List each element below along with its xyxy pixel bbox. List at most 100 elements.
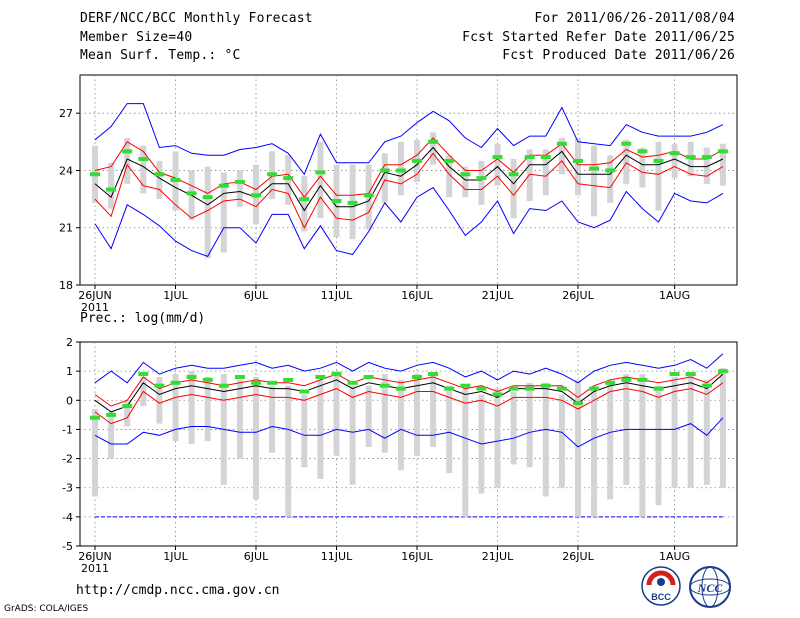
temp-observed-marker [621, 141, 632, 146]
prec-spread-box [575, 379, 581, 517]
temp-xtick-label: 6JUL [244, 289, 269, 302]
temp-observed-marker [299, 197, 310, 202]
temp-observed-marker [395, 168, 406, 173]
temp-min-line [94, 186, 724, 258]
temp-spread-box [301, 176, 308, 232]
temp-year-label: 2011 [81, 301, 109, 314]
prec-spread-box [639, 374, 646, 517]
temp-xtick-label: 26JUN [78, 289, 112, 302]
temp-spread-box [140, 145, 147, 194]
prec-observed-marker [685, 372, 696, 377]
prec-observed-marker [251, 380, 261, 385]
prec-year-label: 2011 [81, 562, 109, 575]
temp-observed-marker [717, 149, 728, 154]
temp-observed-marker [428, 139, 439, 144]
prec-observed-marker [299, 389, 310, 394]
prec-upper-line [94, 370, 724, 407]
prec-observed-marker [347, 380, 358, 385]
temp-panel: 18 21 24 27 26JUN 1JUL 6JUL 11JUL 16JUL 21JUL 26JU… [59, 74, 738, 314]
temp-observed-marker [202, 195, 213, 200]
temp-observed-marker [508, 172, 519, 177]
prec-xtick-label: 1AUG [659, 550, 690, 563]
prec-mean-line [94, 373, 724, 413]
prec-spread-box [124, 400, 131, 427]
prec-spread-box [414, 374, 420, 456]
prec-spread-box [655, 385, 662, 506]
prec-observed-marker [573, 401, 583, 406]
prec-spread-box [108, 411, 115, 459]
ncc-logo-latitude [689, 578, 731, 596]
prec-observed-marker [202, 377, 213, 382]
temp-observed-marker [605, 168, 616, 173]
ncc-logo-text: NCC [697, 581, 724, 595]
temp-xtick-label: 26JUL [562, 289, 594, 302]
temp-observed-marker [412, 158, 422, 163]
temp-observed-marker [170, 178, 181, 182]
chart-title: DERF/NCC/BCC Monthly Forecast [80, 11, 313, 26]
temp-observed-marker [122, 149, 133, 154]
prec-observed-marker [653, 386, 664, 391]
temp-observed-marker [234, 179, 245, 184]
prec-observed-marker [492, 392, 503, 397]
prec-spread-box [687, 374, 694, 488]
grads-credit: GrADS: COLA/IGES [4, 604, 89, 614]
prec-observed-marker [122, 404, 133, 409]
temp-spread-box [623, 139, 630, 184]
temp-max-line [94, 103, 724, 176]
prec-observed-marker [395, 386, 406, 391]
prec-spread-box [317, 379, 324, 479]
prec-spread-box [381, 374, 388, 453]
prec-spread-box [558, 394, 565, 488]
temp-observed-marker [492, 155, 503, 160]
prec-observed-marker [170, 380, 181, 385]
prec-frame [79, 341, 738, 547]
temp-mean-line [94, 146, 724, 212]
bcc-logo: BCC [641, 566, 681, 606]
temp-observed-marker [106, 187, 117, 192]
temp-spread-box [510, 159, 517, 219]
temp-observed-marker [90, 172, 100, 177]
prec-observed-marker [508, 386, 519, 391]
prec-observed-marker [540, 383, 551, 388]
prec-spread-box [719, 368, 726, 488]
temp-spread-box [317, 141, 324, 219]
prec-spread-box [510, 391, 517, 465]
prec-xtick-label: 26JUL [562, 550, 594, 563]
temp-observed-marker [556, 141, 567, 146]
temp-observed-marker [138, 157, 149, 161]
temp-spread-box [607, 155, 614, 203]
prec-observed-marker [556, 386, 567, 391]
prec-observed-marker [186, 374, 197, 379]
temp-spread-box [639, 147, 646, 188]
temp-spread-box [558, 138, 565, 175]
prec-xtick-label: 21JUL [482, 550, 514, 563]
temp-observed-marker [701, 155, 712, 160]
variable-label: Mean Surf. Temp.: °C [80, 48, 241, 63]
forecast-period: For 2011/06/26-2011/08/04 [534, 11, 735, 26]
prec-ytick-label: 0 [66, 394, 73, 407]
prec-observed-marker [701, 383, 712, 388]
temp-xtick-label: 11JUL [321, 289, 353, 302]
footer-url[interactable]: http://cmdp.ncc.cma.gov.cn [76, 583, 280, 598]
temp-xtick-label: 16JUL [401, 289, 433, 302]
prec-ytick-label: -1 [62, 423, 73, 436]
prec-observed-marker [428, 372, 439, 377]
prec-spread-box [462, 388, 469, 517]
prec-ytick-label: 2 [66, 336, 73, 349]
prec-spread-box [236, 379, 243, 459]
prec-observed-marker [669, 372, 680, 377]
prec-observed-marker [621, 377, 632, 382]
temp-observed-marker [347, 200, 358, 205]
prec-ytick-label: -3 [62, 482, 73, 495]
prec-spread-box [365, 385, 372, 447]
temp-upper-line [94, 137, 724, 199]
temp-ytick-label: 18 [59, 279, 73, 292]
temp-spread-box [575, 138, 581, 196]
temp-observed-marker [460, 172, 471, 177]
prec-observed-marker [106, 412, 117, 417]
prec-observed-marker [717, 369, 728, 374]
prec-spread-box [156, 376, 163, 424]
temp-spread-box [204, 166, 211, 259]
prec-spread-box [92, 409, 98, 497]
